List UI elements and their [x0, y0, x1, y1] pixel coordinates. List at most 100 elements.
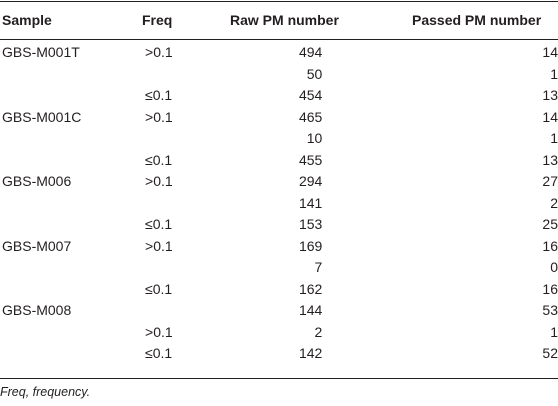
cell-freq: ≤0.1: [145, 345, 173, 361]
cell-sample: [0, 279, 145, 301]
cell-freq: >0.1: [145, 323, 173, 340]
cell-sample: [0, 64, 145, 86]
cell-passed-pm-number: 53: [542, 302, 558, 318]
cell-spacer: [322, 107, 459, 129]
cell-raw-pm-number: 454: [298, 87, 323, 103]
cell-sample: GBS-M001T: [2, 44, 80, 60]
cell-freq: [145, 193, 224, 215]
table-row: GBS-M008 144 53: [0, 300, 558, 322]
cell-sample: GBS-M001C: [2, 108, 82, 125]
cell-sample: [0, 214, 145, 236]
cell-spacer: [322, 85, 459, 107]
cell-spacer: [322, 214, 459, 236]
cell-passed-pm-number: 16: [542, 280, 558, 297]
table-row: ≤0.1 162 16: [0, 279, 558, 301]
cell-sample: [0, 257, 145, 279]
cell-spacer: [322, 171, 459, 193]
cell-freq: [145, 64, 224, 86]
cell-spacer: [322, 193, 459, 215]
cell-spacer: [322, 322, 459, 344]
cell-freq: ≤0.1: [145, 216, 173, 232]
data-table: GBS-M001T >0.1 494 14 50 1 ≤0.1 454 13 GBS-M001C >…: [0, 42, 558, 365]
cell-freq: ≤0.1: [145, 280, 173, 297]
cell-spacer: [322, 257, 459, 279]
cell-freq: >0.1: [145, 108, 173, 125]
cell-raw-pm-number: 494: [298, 44, 323, 60]
table-row: 50 1: [0, 64, 558, 86]
table-row: 10 1: [0, 128, 558, 150]
cell-passed-pm-number: 52: [542, 345, 558, 361]
table-row: ≤0.1 142 52: [0, 343, 558, 365]
cell-sample: [0, 150, 145, 172]
header-freq: Freq: [142, 12, 173, 28]
cell-passed-pm-number: 25: [542, 216, 558, 232]
cell-sample: GBS-M007: [2, 237, 72, 254]
cell-passed-pm-number: 16: [542, 237, 558, 254]
header-sample: Sample: [2, 12, 52, 28]
table-body: GBS-M001T >0.1 494 14 50 1 ≤0.1 454 13 GBS-M001C >…: [0, 42, 558, 365]
cell-sample: [0, 193, 145, 215]
cell-raw-pm-number: 50: [306, 65, 323, 82]
cell-raw-pm-number: 7: [314, 259, 323, 275]
header-passed-pm-number: Passed PM number: [412, 12, 542, 28]
cell-sample: [0, 128, 145, 150]
cell-freq: ≤0.1: [145, 87, 173, 103]
cell-passed-pm-number: 14: [542, 44, 558, 60]
cell-raw-pm-number: 10: [306, 130, 323, 146]
cell-passed-pm-number: 2: [550, 194, 558, 211]
cell-passed-pm-number: 13: [542, 87, 558, 103]
cell-raw-pm-number: 455: [298, 151, 323, 168]
cell-freq: [145, 257, 224, 279]
cell-sample: [0, 85, 145, 107]
table-top-rule: [0, 1, 558, 2]
cell-spacer: [322, 279, 459, 301]
cell-spacer: [322, 42, 459, 64]
cell-freq: >0.1: [145, 44, 173, 60]
cell-raw-pm-number: 294: [298, 173, 323, 189]
cell-sample: GBS-M008: [2, 302, 72, 318]
cell-freq: >0.1: [145, 237, 173, 254]
cell-sample: [0, 322, 145, 344]
cell-spacer: [322, 343, 459, 365]
cell-spacer: [322, 150, 459, 172]
cell-freq: [145, 300, 224, 322]
table-bottom-rule: [0, 378, 558, 379]
cell-raw-pm-number: 142: [298, 345, 323, 361]
table-row: ≤0.1 454 13: [0, 85, 558, 107]
cell-passed-pm-number: 1: [550, 323, 558, 340]
cell-freq: [145, 128, 224, 150]
table-row: GBS-M001C >0.1 465 14: [0, 107, 558, 129]
cell-passed-pm-number: 0: [550, 259, 558, 275]
cell-sample: GBS-M006: [2, 173, 72, 189]
cell-raw-pm-number: 2: [314, 323, 323, 340]
cell-raw-pm-number: 169: [298, 237, 323, 254]
header-rule: [0, 39, 558, 40]
cell-raw-pm-number: 144: [298, 302, 323, 318]
cell-raw-pm-number: 141: [298, 194, 323, 211]
cell-raw-pm-number: 153: [298, 216, 323, 232]
cell-spacer: [322, 300, 459, 322]
cell-spacer: [322, 64, 459, 86]
cell-raw-pm-number: 162: [298, 280, 323, 297]
table-row: >0.1 2 1: [0, 322, 558, 344]
cell-spacer: [322, 236, 459, 258]
cell-freq: ≤0.1: [145, 151, 173, 168]
table-row: ≤0.1 153 25: [0, 214, 558, 236]
cell-freq: >0.1: [145, 173, 173, 189]
cell-passed-pm-number: 27: [542, 173, 558, 189]
cell-passed-pm-number: 1: [550, 65, 558, 82]
header-raw-pm-number: Raw PM number: [230, 12, 339, 28]
cell-sample: [0, 343, 145, 365]
cell-passed-pm-number: 13: [542, 151, 558, 168]
table-row: GBS-M007 >0.1 169 16: [0, 236, 558, 258]
cell-spacer: [322, 128, 459, 150]
cell-passed-pm-number: 1: [550, 130, 558, 146]
cell-raw-pm-number: 465: [298, 108, 323, 125]
cell-passed-pm-number: 14: [542, 108, 558, 125]
footnote: Freq, frequency.: [0, 385, 91, 399]
table-row: ≤0.1 455 13: [0, 150, 558, 172]
table-row: GBS-M006 >0.1 294 27: [0, 171, 558, 193]
table-row: 141 2: [0, 193, 558, 215]
table-row: GBS-M001T >0.1 494 14: [0, 42, 558, 64]
